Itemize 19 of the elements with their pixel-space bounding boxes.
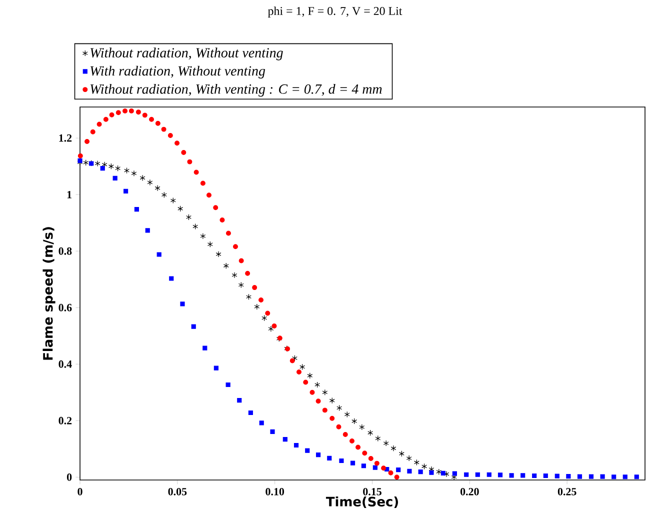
x-tick-label: 0.25	[558, 488, 576, 496]
x-tick-label: 0.20	[460, 488, 479, 496]
y-tick-label: 0.8	[58, 247, 72, 255]
chart-title: phi = 1, F = 0. 7, V = 20 Lit	[268, 6, 402, 18]
x-tick-label: 0.05	[168, 488, 187, 496]
legend-label: With radiation, Without venting	[90, 66, 266, 78]
y-tick-label: 0	[66, 473, 72, 481]
y-tick-label: 1.2	[59, 134, 72, 142]
y-tick-label: 1	[67, 190, 72, 198]
x-tick-label: 0	[78, 488, 82, 496]
y-axis-title: Flame speed (m/s)	[42, 227, 56, 360]
x-tick-label: 0.10	[266, 488, 284, 496]
x-tick-label: 0.15	[363, 488, 382, 496]
legend-label: Without radiation, With venting : C = 0.7, d = 4 mm	[90, 84, 382, 97]
y-tick-label: 0.4	[58, 360, 72, 368]
y-tick-label: 0.2	[58, 416, 72, 424]
y-tick-label: 0.6	[58, 304, 72, 312]
legend-label: Without radiation, Without venting	[90, 48, 283, 60]
x-axis-title: Time(Sec)	[326, 496, 398, 508]
